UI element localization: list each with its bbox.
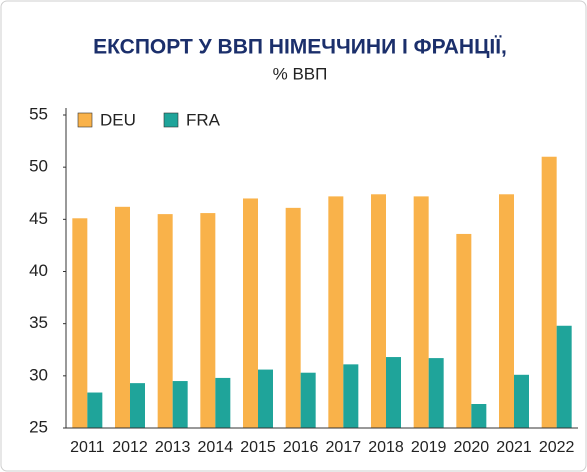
x-tick-label: 2013 (155, 439, 191, 456)
bar (200, 213, 216, 428)
legend-label: DEU (100, 110, 136, 129)
x-tick-label: 2018 (368, 439, 404, 456)
y-tick-label: 30 (29, 365, 48, 384)
y-tick-label: 25 (29, 417, 48, 436)
bar (87, 392, 103, 428)
x-tick-label: 2012 (112, 439, 148, 456)
bar (215, 377, 231, 428)
y-tick-label: 35 (29, 313, 48, 332)
y-tick-label: 45 (29, 209, 48, 228)
x-tick-label: 2011 (70, 439, 105, 456)
x-tick-label: 2016 (283, 439, 319, 456)
bar (499, 194, 514, 428)
bar (471, 404, 487, 428)
bar (172, 381, 188, 428)
y-tick-label: 40 (29, 261, 48, 280)
bar (556, 325, 572, 428)
bar (413, 196, 429, 428)
x-tick-label: 2014 (198, 439, 234, 456)
bar (541, 156, 557, 428)
bar (343, 364, 359, 428)
chart-subtitle: % ВВП (273, 64, 328, 83)
x-tick-label: 2021 (496, 439, 532, 456)
x-tick-label: 2020 (454, 439, 490, 456)
bar (328, 196, 344, 428)
bar (456, 233, 472, 428)
bar (157, 214, 173, 428)
bar (514, 374, 529, 428)
x-tick-label: 2019 (411, 439, 447, 456)
bar (371, 194, 386, 428)
legend-label: FRA (186, 110, 221, 129)
bar (258, 369, 273, 428)
chart-title: ЕКСПОРТ У ВВП НІМЕЧЧИНИ І ФРАНЦІЇ, (93, 36, 507, 59)
bar (243, 198, 258, 428)
x-tick-label: 2015 (240, 439, 276, 456)
bar (115, 206, 130, 428)
bar (428, 358, 444, 428)
bar (386, 357, 401, 428)
legend-swatch (77, 112, 93, 128)
x-tick-label: 2017 (326, 439, 362, 456)
bar (285, 207, 301, 428)
bar (72, 218, 88, 428)
y-tick-label: 50 (29, 157, 48, 176)
y-tick-label: 55 (29, 104, 48, 123)
x-tick-label: 2022 (539, 439, 575, 456)
bar (300, 372, 316, 428)
bar (130, 383, 145, 428)
legend-swatch (163, 112, 179, 128)
